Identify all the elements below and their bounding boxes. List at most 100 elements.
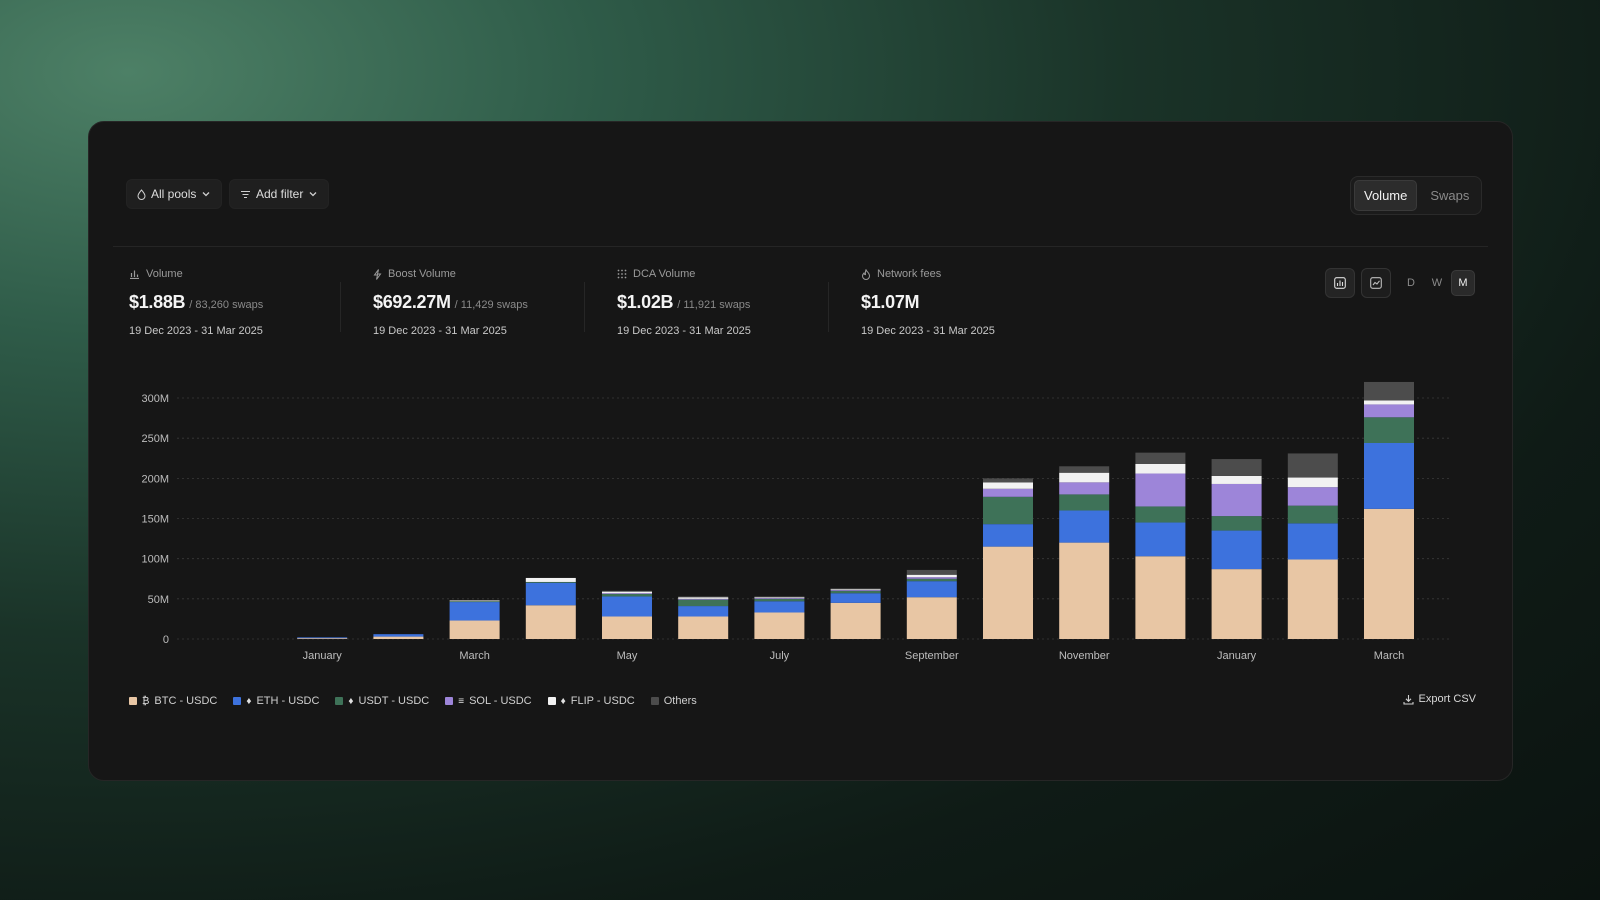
bar-segment[interactable] bbox=[297, 638, 348, 639]
bar-segment[interactable] bbox=[449, 620, 500, 639]
bar-segment[interactable] bbox=[449, 602, 500, 621]
bar-segment[interactable] bbox=[602, 616, 652, 639]
legend-item[interactable]: ≡ SOL - USDC bbox=[445, 695, 532, 707]
bar-segment[interactable] bbox=[1364, 400, 1414, 405]
bar-segment[interactable] bbox=[1287, 523, 1338, 560]
legend-item[interactable]: ♦ FLIP - USDC bbox=[547, 695, 635, 707]
bar-segment[interactable] bbox=[1364, 508, 1414, 639]
bar-segment[interactable] bbox=[1364, 417, 1414, 443]
bar-segment[interactable] bbox=[830, 589, 881, 590]
bar-segment[interactable] bbox=[297, 637, 348, 639]
bar-segment[interactable] bbox=[983, 524, 1033, 547]
granularity-day[interactable]: D bbox=[1407, 277, 1415, 289]
bar-segment[interactable] bbox=[983, 546, 1033, 639]
bar-segment[interactable] bbox=[830, 590, 881, 594]
lightning-icon bbox=[373, 268, 382, 280]
bar-segment[interactable] bbox=[1135, 506, 1186, 523]
bar-segment[interactable] bbox=[602, 591, 652, 594]
bar-segment[interactable] bbox=[525, 581, 576, 583]
bar-segment[interactable] bbox=[983, 478, 1033, 483]
volume-tab[interactable]: Volume bbox=[1354, 180, 1418, 211]
bar-segment[interactable] bbox=[754, 598, 805, 602]
bar-segment[interactable] bbox=[830, 593, 881, 603]
bar-segment[interactable] bbox=[906, 597, 957, 639]
bar-segment[interactable] bbox=[1364, 381, 1414, 401]
bar-chart-icon bbox=[1334, 277, 1346, 289]
bar-segment[interactable] bbox=[1287, 477, 1338, 488]
bar-segment[interactable] bbox=[1287, 559, 1338, 639]
bar-segment[interactable] bbox=[906, 574, 957, 578]
bar-segment[interactable] bbox=[1364, 404, 1414, 418]
bar-segment[interactable] bbox=[449, 600, 500, 602]
bar-segment[interactable] bbox=[525, 582, 576, 606]
bar-segment[interactable] bbox=[906, 577, 957, 579]
bar-segment[interactable] bbox=[1059, 542, 1110, 639]
bar-segment[interactable] bbox=[678, 596, 729, 598]
bar-segment[interactable] bbox=[1211, 459, 1262, 476]
bar-segment[interactable] bbox=[1059, 466, 1110, 473]
bar-segment[interactable] bbox=[602, 593, 652, 595]
bar-segment[interactable] bbox=[1211, 569, 1262, 639]
bar-segment[interactable] bbox=[373, 634, 424, 637]
bar-segment[interactable] bbox=[830, 602, 881, 639]
bar-segment[interactable] bbox=[1211, 483, 1262, 517]
bar-segment[interactable] bbox=[754, 598, 805, 599]
bar-segment[interactable] bbox=[373, 636, 424, 639]
bar-segment[interactable] bbox=[1059, 510, 1110, 543]
add-filter-button[interactable]: Add filter bbox=[229, 179, 330, 209]
legend-item[interactable]: ♦ USDT - USDC bbox=[335, 695, 429, 707]
bar-segment[interactable] bbox=[602, 590, 652, 592]
bar-segment[interactable] bbox=[525, 605, 576, 639]
legend-item[interactable]: Others bbox=[650, 695, 697, 707]
swaps-tab[interactable]: Swaps bbox=[1430, 188, 1470, 203]
bar-segment[interactable] bbox=[1135, 473, 1186, 507]
bar-segment[interactable] bbox=[1287, 505, 1338, 524]
bar-segment[interactable] bbox=[1135, 452, 1186, 464]
bar-segment[interactable] bbox=[678, 616, 729, 639]
bar-chart-icon bbox=[130, 270, 139, 279]
bar-segment[interactable] bbox=[754, 597, 805, 599]
bar-segment[interactable] bbox=[678, 606, 729, 617]
bar-segment[interactable] bbox=[754, 612, 805, 639]
bar-segment[interactable] bbox=[906, 578, 957, 582]
bar-segment[interactable] bbox=[678, 597, 729, 599]
x-tick-label: January bbox=[1217, 650, 1257, 662]
bar-segment[interactable] bbox=[1059, 494, 1110, 511]
bar-segment[interactable] bbox=[1364, 442, 1414, 509]
bar-segment[interactable] bbox=[1135, 522, 1186, 557]
bar-segment[interactable] bbox=[1211, 530, 1262, 570]
bar-segment[interactable] bbox=[1059, 472, 1110, 483]
bar-segment[interactable] bbox=[754, 601, 805, 613]
bar-segment[interactable] bbox=[678, 598, 729, 600]
granularity-month[interactable]: M bbox=[1451, 270, 1475, 296]
stat-separator bbox=[828, 282, 829, 332]
bar-segment[interactable] bbox=[906, 569, 957, 575]
bar-segment[interactable] bbox=[678, 599, 729, 607]
bar-segment[interactable] bbox=[1135, 556, 1186, 639]
export-csv-button[interactable]: Export CSV bbox=[1402, 693, 1476, 705]
stat-separator bbox=[340, 282, 341, 332]
bar-segment[interactable] bbox=[830, 589, 881, 591]
bar-segment[interactable] bbox=[983, 496, 1033, 525]
bar-segment[interactable] bbox=[602, 596, 652, 617]
bar-segment[interactable] bbox=[1211, 475, 1262, 484]
bar-segment[interactable] bbox=[449, 601, 500, 603]
bar-segment[interactable] bbox=[1211, 516, 1262, 531]
legend-item[interactable]: ₿ BTC - USDC bbox=[129, 695, 217, 707]
bar-segment[interactable] bbox=[1287, 453, 1338, 478]
legend-item[interactable]: ♦ ETH - USDC bbox=[233, 695, 319, 707]
bar-segment[interactable] bbox=[1287, 487, 1338, 506]
bar-segment[interactable] bbox=[830, 588, 881, 590]
bar-segment[interactable] bbox=[983, 482, 1033, 489]
bar-segment[interactable] bbox=[983, 488, 1033, 497]
bar-segment[interactable] bbox=[1059, 482, 1110, 495]
all-pools-dropdown[interactable]: All pools bbox=[126, 179, 223, 209]
bar-segment[interactable] bbox=[906, 581, 957, 598]
line-chart-view-button[interactable] bbox=[1361, 268, 1391, 298]
bar-segment[interactable] bbox=[1135, 463, 1186, 474]
bar-segment[interactable] bbox=[754, 596, 805, 598]
bar-chart-view-button[interactable] bbox=[1325, 268, 1355, 298]
bar-segment[interactable] bbox=[525, 577, 576, 582]
granularity-week[interactable]: W bbox=[1431, 277, 1443, 289]
bar-segment[interactable] bbox=[602, 594, 652, 597]
